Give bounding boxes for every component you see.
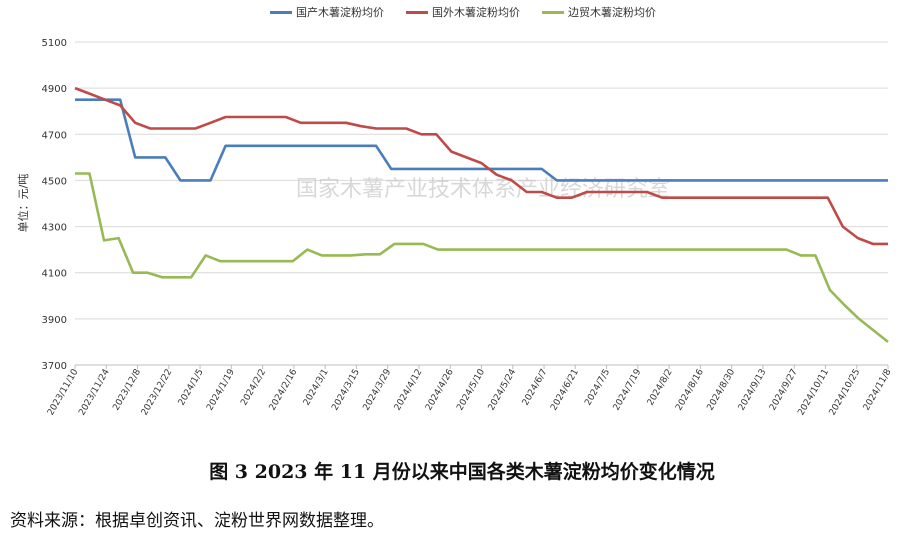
series-line-0: [75, 98, 888, 182]
legend-label-foreign: 国外木薯淀粉均价: [432, 6, 520, 19]
x-tick-label: 2024/6/7: [521, 368, 550, 408]
x-tick-label: 2024/5/10: [455, 367, 487, 412]
x-tick-label: 2024/2/16: [268, 367, 300, 412]
x-tick-label: 2024/5/24: [487, 367, 519, 412]
x-tick-label: 2024/10/11: [796, 368, 831, 418]
legend-item-foreign: 国外木薯淀粉均价: [406, 4, 520, 20]
legend-item-domestic: 国产木薯淀粉均价: [270, 4, 384, 20]
x-tick-label: 2024/7/19: [612, 367, 644, 412]
x-tick-label: 2023/11/10: [46, 367, 81, 417]
x-tick-label: 2024/9/27: [768, 368, 800, 413]
y-axis-label: 单位：元/吨: [16, 174, 30, 233]
x-tick-label: 2024/11/8: [862, 367, 894, 412]
legend-swatch-foreign: [406, 10, 428, 14]
y-tick-label: 3900: [42, 315, 67, 326]
data-source-note: 资料来源：根据卓创资讯、淀粉世界网数据整理。: [10, 511, 384, 531]
x-tick-label: 2024/3/29: [362, 367, 394, 412]
x-tick-label: 2024/6/21: [549, 368, 581, 413]
y-tick-label: 4300: [42, 223, 67, 234]
x-tick-label: 2024/3/15: [330, 368, 362, 413]
x-tick-label: 2024/3/1: [302, 368, 331, 408]
x-tick-label: 2024/9/13: [737, 368, 769, 413]
series-line-1: [74, 86, 888, 246]
y-tick-label: 4700: [42, 130, 67, 141]
legend: 国产木薯淀粉均价 国外木薯淀粉均价 边贸木薯淀粉均价: [270, 4, 656, 20]
line-chart: 3700 3900 4100 4300 4500 4700 4900 5100 单位：元/吨 20…: [16, 38, 894, 418]
legend-label-domestic: 国产木薯淀粉均价: [296, 6, 384, 19]
x-tick-label: 2024/8/30: [706, 367, 738, 412]
x-tick-label: 2024/4/26: [424, 367, 456, 412]
y-tick-label: 4100: [42, 269, 67, 280]
y-tick-label: 4900: [42, 84, 67, 95]
y-tick-label: 3700: [42, 361, 67, 372]
x-tick-label: 2024/8/2: [646, 368, 675, 408]
series-line-2: [75, 172, 889, 343]
y-tick-label: 5100: [42, 38, 67, 49]
x-tick-label: 2023/11/24: [77, 367, 112, 417]
x-tick-label: 2023/12/22: [140, 368, 175, 418]
figure-caption: 图 3 2023 年 11 月份以来中国各类木薯淀粉均价变化情况: [209, 461, 715, 483]
legend-swatch-border: [542, 10, 564, 14]
x-tick-label: 2024/4/12: [393, 368, 425, 413]
y-tick-label: 4500: [42, 176, 67, 187]
legend-label-border: 边贸木薯淀粉均价: [568, 6, 656, 19]
x-tick-label: 2023/12/8: [111, 367, 143, 412]
x-tick-label: 2024/10/25: [828, 368, 863, 418]
x-tick-label: 2024/7/5: [583, 368, 612, 408]
x-tick-label: 2024/1/5: [177, 368, 206, 408]
x-tick-label: 2024/8/16: [674, 367, 706, 412]
x-tick-label: 2024/2/2: [239, 368, 268, 408]
legend-swatch-domestic: [270, 10, 292, 14]
legend-item-border: 边贸木薯淀粉均价: [542, 4, 656, 20]
x-tick-label: 2024/1/19: [205, 367, 237, 412]
